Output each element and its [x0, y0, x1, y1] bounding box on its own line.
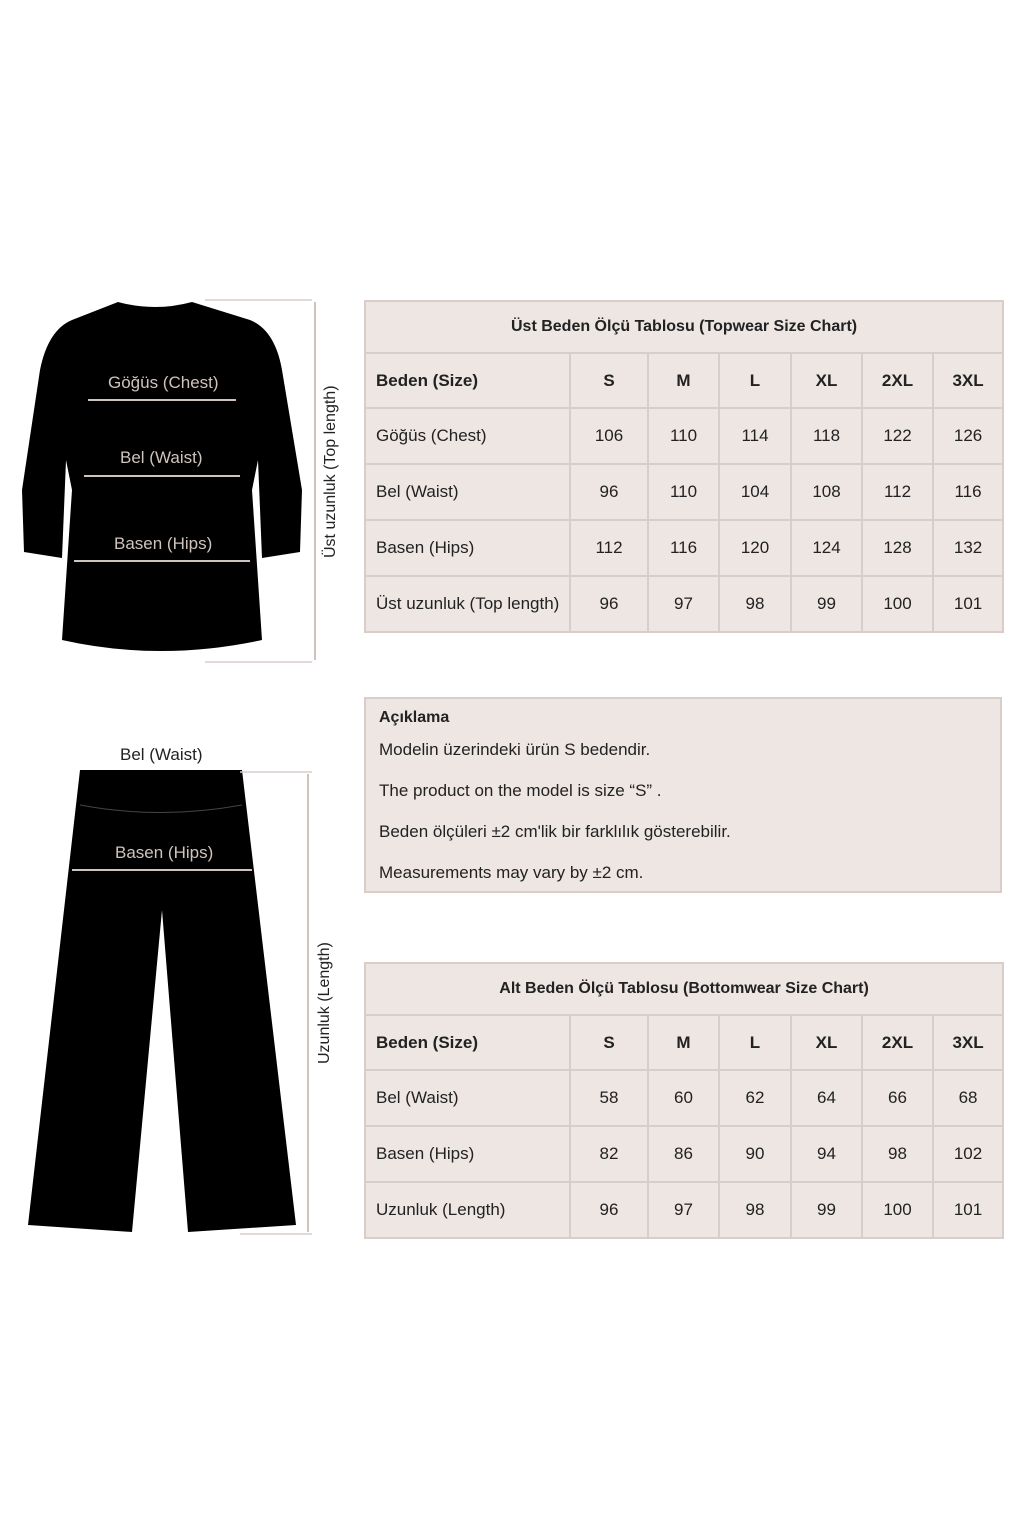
- row-label: Bel (Waist): [364, 463, 571, 521]
- row-label: Bel (Waist): [364, 1069, 571, 1127]
- cell-value: 106: [569, 407, 649, 465]
- cell-value: 82: [569, 1125, 649, 1183]
- note-title: Açıklama: [379, 709, 450, 726]
- cell-value: 116: [931, 463, 1005, 521]
- table-row: Üst uzunluk (Top length) 96 97 98 99 100 101: [364, 575, 1005, 633]
- cell-value: 58: [569, 1069, 649, 1127]
- header-cell: 2XL: [861, 352, 934, 409]
- bottomwear-title: Alt Beden Ölçü Tablosu (Bottomwear Size …: [363, 962, 1005, 1016]
- note-box: Açıklama Modelin üzerindeki ürün S beden…: [364, 697, 1002, 893]
- table-row: Bel (Waist) 96 110 104 108 112 116: [364, 463, 1005, 521]
- table-header-row: Beden (Size) S M L XL 2XL 3XL: [364, 352, 1005, 409]
- header-cell: 3XL: [931, 352, 1005, 409]
- cell-value: 116: [647, 519, 720, 577]
- waist-label: Bel (Waist): [120, 448, 203, 467]
- cell-value: 120: [718, 519, 792, 577]
- table-row: Bel (Waist) 58 60 62 64 66 68: [364, 1069, 1005, 1127]
- cell-value: 99: [790, 575, 863, 633]
- cell-value: 108: [790, 463, 863, 521]
- cell-value: 124: [790, 519, 863, 577]
- table-row: Basen (Hips) 112 116 120 124 128 132: [364, 519, 1005, 577]
- cell-value: 114: [718, 407, 792, 465]
- header-cell: XL: [790, 1014, 863, 1071]
- bottomwear-illustration: [28, 770, 312, 1235]
- cell-value: 90: [718, 1125, 792, 1183]
- cell-value: 126: [931, 407, 1005, 465]
- cell-value: 110: [647, 463, 720, 521]
- table-header-row: Beden (Size) S M L XL 2XL 3XL: [364, 1014, 1005, 1071]
- note-line: Measurements may vary by ±2 cm.: [379, 863, 644, 882]
- cell-value: 132: [931, 519, 1005, 577]
- bottomwear-size-table: Alt Beden Ölçü Tablosu (Bottomwear Size …: [363, 962, 1005, 1239]
- row-label: Basen (Hips): [364, 1125, 571, 1183]
- row-label: Uzunluk (Length): [364, 1181, 571, 1239]
- cell-value: 62: [718, 1069, 792, 1127]
- cell-value: 60: [647, 1069, 720, 1127]
- note-line: Beden ölçüleri ±2 cm'lik bir farklılık g…: [379, 822, 731, 841]
- cell-value: 101: [931, 1181, 1005, 1239]
- cell-value: 112: [861, 463, 934, 521]
- topwear-size-table: Üst Beden Ölçü Tablosu (Topwear Size Cha…: [363, 300, 1005, 633]
- cell-value: 86: [647, 1125, 720, 1183]
- table-row: Uzunluk (Length) 96 97 98 99 100 101: [364, 1181, 1005, 1239]
- cell-value: 98: [718, 1181, 792, 1239]
- header-cell: XL: [790, 352, 863, 409]
- cell-value: 122: [861, 407, 934, 465]
- hips-label: Basen (Hips): [114, 534, 213, 553]
- cell-value: 68: [931, 1069, 1005, 1127]
- cell-value: 100: [861, 1181, 934, 1239]
- cell-value: 96: [569, 1181, 649, 1239]
- header-cell: L: [718, 1014, 792, 1071]
- cell-value: 64: [790, 1069, 863, 1127]
- header-cell: S: [569, 352, 649, 409]
- cell-value: 98: [861, 1125, 934, 1183]
- header-cell: Beden (Size): [364, 1014, 571, 1071]
- cell-value: 66: [861, 1069, 934, 1127]
- row-label: Basen (Hips): [364, 519, 571, 577]
- cell-value: 98: [718, 575, 792, 633]
- cell-value: 96: [569, 575, 649, 633]
- cell-value: 100: [861, 575, 934, 633]
- cell-value: 97: [647, 1181, 720, 1239]
- header-cell: M: [647, 1014, 720, 1071]
- note-line: The product on the model is size “S” .: [379, 781, 662, 800]
- cell-value: 94: [790, 1125, 863, 1183]
- cell-value: 110: [647, 407, 720, 465]
- cell-value: 128: [861, 519, 934, 577]
- row-label: Üst uzunluk (Top length): [364, 575, 571, 633]
- pants-length-label: Uzunluk (Length): [316, 942, 333, 1064]
- header-cell: L: [718, 352, 792, 409]
- cell-value: 112: [569, 519, 649, 577]
- row-label: Göğüs (Chest): [364, 407, 571, 465]
- cell-value: 99: [790, 1181, 863, 1239]
- header-cell: S: [569, 1014, 649, 1071]
- table-row: Göğüs (Chest) 106 110 114 118 122 126: [364, 407, 1005, 465]
- header-cell: 2XL: [861, 1014, 934, 1071]
- topwear-title: Üst Beden Ölçü Tablosu (Topwear Size Cha…: [363, 300, 1005, 354]
- pants-waist-label: Bel (Waist): [120, 745, 203, 764]
- cell-value: 102: [931, 1125, 1005, 1183]
- cell-value: 96: [569, 463, 649, 521]
- cell-value: 97: [647, 575, 720, 633]
- cell-value: 101: [931, 575, 1005, 633]
- note-line: Modelin üzerindeki ürün S bedendir.: [379, 740, 651, 759]
- header-cell: 3XL: [931, 1014, 1005, 1071]
- table-row: Basen (Hips) 82 86 90 94 98 102: [364, 1125, 1005, 1183]
- cell-value: 104: [718, 463, 792, 521]
- pants-hips-label: Basen (Hips): [115, 843, 214, 862]
- header-cell: M: [647, 352, 720, 409]
- chest-label: Göğüs (Chest): [108, 373, 219, 392]
- top-length-label: Üst uzunluk (Top length): [322, 385, 339, 558]
- topwear-illustration: [22, 299, 316, 663]
- header-cell: Beden (Size): [364, 352, 571, 409]
- cell-value: 118: [790, 407, 863, 465]
